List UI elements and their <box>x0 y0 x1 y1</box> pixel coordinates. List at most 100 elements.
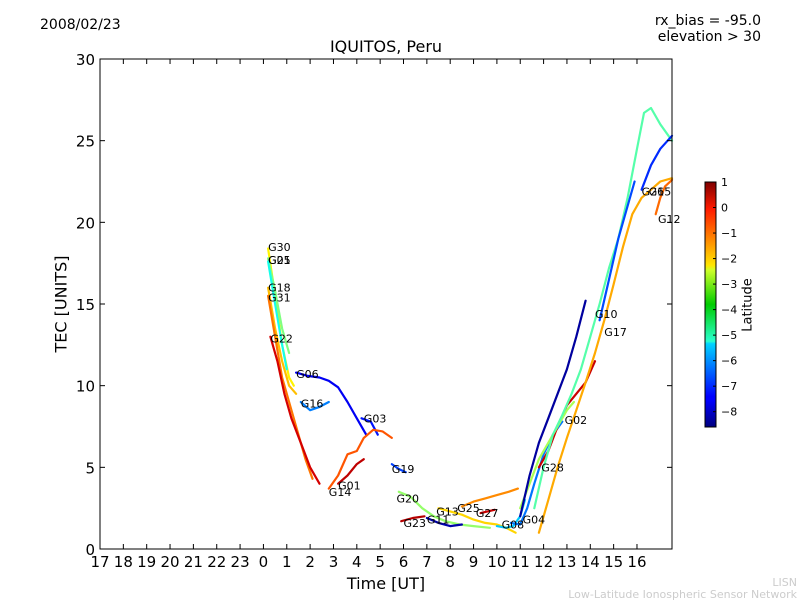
series-line-g16 <box>299 400 330 412</box>
y-tick-label: 0 <box>85 541 95 559</box>
x-tick-label: 0 <box>259 553 269 571</box>
colorbar-tick-label: −1 <box>721 227 737 240</box>
satellite-label-g06: G06 <box>296 368 319 381</box>
series-line-g14 <box>327 428 393 490</box>
series-line-g10 <box>519 299 587 518</box>
colorbar-tick-label: 0 <box>721 202 728 215</box>
series-line-g12 <box>654 178 674 216</box>
satellite-label-g28: G28 <box>541 461 564 474</box>
y-tick-label: 25 <box>76 133 95 151</box>
colorbar-tick-label: −6 <box>721 355 737 368</box>
x-tick-label: 15 <box>604 553 623 571</box>
colorbar-tick-label: −4 <box>721 304 737 317</box>
series-line-g26 <box>533 106 674 510</box>
satellite-label-g27: G27 <box>476 507 499 520</box>
series-line-g11 <box>425 516 463 528</box>
x-tick-label: 1 <box>282 553 292 571</box>
satellite-label-g14: G14 <box>329 486 352 499</box>
colorbar-tick-label: −3 <box>721 278 737 291</box>
elevation-label: elevation > 30 <box>657 29 761 45</box>
x-tick-label: 23 <box>231 553 250 571</box>
colorbar-ticks: 1 0 −1 −2 −3 −4 −5 −6 −7 −8 <box>713 176 737 419</box>
credit-lisn: LISN <box>772 576 797 589</box>
series-line-g06 <box>295 371 368 436</box>
x-tick-label: 21 <box>184 553 203 571</box>
x-tick-label: 13 <box>557 553 576 571</box>
series-line-g31 <box>267 294 314 480</box>
satellite-label-g11: G11 <box>427 514 450 527</box>
series-line-g22 <box>269 335 321 485</box>
satellite-label-g17: G17 <box>604 326 627 339</box>
x-tick-label: 11 <box>511 553 530 571</box>
colorbar-tick-label: −8 <box>721 406 737 419</box>
x-tick-label: 8 <box>445 553 455 571</box>
colorbar-tick-label: −5 <box>721 329 737 342</box>
chart-title: IQUITOS, Peru <box>329 37 443 56</box>
series-line-g17 <box>537 177 674 534</box>
x-tick-label: 5 <box>375 553 385 571</box>
x-tick-label: 16 <box>627 553 646 571</box>
satellite-label-g25: G25 <box>457 502 480 515</box>
rx-bias-label: rx_bias = -95.0 <box>654 13 761 29</box>
y-tick-label: 15 <box>76 296 95 314</box>
date-label: 2008/02/23 <box>40 17 121 33</box>
x-axis-label: Time [UT] <box>346 574 426 593</box>
colorbar-tick-label: 1 <box>721 176 728 189</box>
satellite-label-g22: G22 <box>270 332 293 345</box>
x-tick-label: 20 <box>160 553 179 571</box>
series-layer <box>267 106 674 534</box>
y-tick-label: 10 <box>76 378 95 396</box>
satellite-label-g16: G16 <box>301 398 324 411</box>
satellite-label-g04: G04 <box>523 514 546 527</box>
satellite-label-g12: G12 <box>658 213 681 226</box>
y-tick-label: 30 <box>76 51 95 69</box>
satellite-label-g15: G15 <box>649 185 672 198</box>
satellite-label-g01: G01 <box>338 479 361 492</box>
satellite-label-g20: G20 <box>397 492 420 505</box>
x-tick-label: 14 <box>581 553 600 571</box>
series-line-g18 <box>267 286 298 395</box>
plot-frame <box>99 58 673 550</box>
x-tick-label: 7 <box>422 553 432 571</box>
series-line-g20 <box>397 490 491 529</box>
x-tick-label: 9 <box>469 553 479 571</box>
x-tick-label: 2 <box>305 553 315 571</box>
series-line-g05 <box>267 257 291 355</box>
series-line-g02 <box>519 400 576 510</box>
x-axis-ticks: 17 18 19 20 21 22 23 0 1 2 3 4 5 6 7 8 9 10 11 12 13 14 15 16 <box>90 59 647 571</box>
satellite-label-g05: G05 <box>268 254 291 267</box>
series-line-g23 <box>400 515 426 523</box>
y-axis-ticks: 0 5 10 15 20 25 30 <box>76 51 672 559</box>
x-tick-label: 22 <box>207 553 226 571</box>
series-line-g01 <box>337 458 365 485</box>
x-tick-label: 3 <box>329 553 339 571</box>
satellite-label-g03: G03 <box>364 412 387 425</box>
satellite-label-g21: G21 <box>268 254 291 267</box>
satellite-label-g13: G13 <box>436 505 459 518</box>
satellite-label-g31: G31 <box>268 292 291 305</box>
x-tick-label: 6 <box>399 553 409 571</box>
colorbar <box>704 181 717 428</box>
satellite-label-g18: G18 <box>268 282 291 295</box>
series-line-g15 <box>598 180 636 322</box>
series-line-g19 <box>390 463 407 474</box>
x-tick-label: 4 <box>352 553 362 571</box>
series-line-g29 <box>640 134 674 191</box>
x-tick-label: 12 <box>534 553 553 571</box>
satellite-label-g23: G23 <box>404 517 427 530</box>
credit-network: Low-Latitude Ionospheric Sensor Network <box>568 588 797 601</box>
satellite-label-g02: G02 <box>565 414 588 427</box>
x-tick-label: 17 <box>90 553 109 571</box>
series-line-g21 <box>267 260 288 371</box>
satellite-label-g26: G26 <box>642 185 665 198</box>
series-line-g25 <box>460 487 520 508</box>
colorbar-tick-label: −2 <box>721 253 737 266</box>
satellite-label-g10: G10 <box>595 308 618 321</box>
x-tick-label: 18 <box>114 553 133 571</box>
x-tick-label: 10 <box>487 553 506 571</box>
x-tick-label: 19 <box>137 553 156 571</box>
y-tick-label: 20 <box>76 214 95 232</box>
series-line-g27 <box>479 508 496 515</box>
